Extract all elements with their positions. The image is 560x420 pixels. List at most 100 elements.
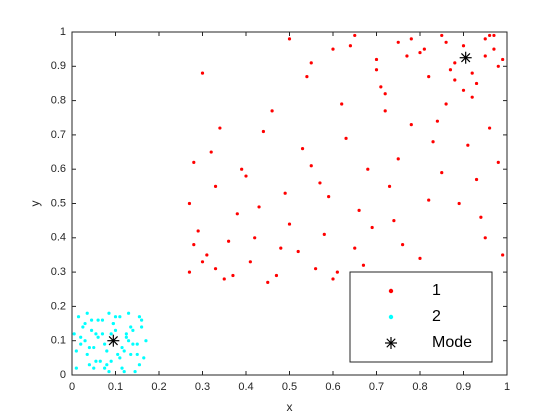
point xyxy=(318,181,322,185)
point xyxy=(396,157,400,161)
point xyxy=(383,109,387,113)
point xyxy=(348,44,352,48)
point xyxy=(81,325,85,329)
point xyxy=(374,68,379,72)
point xyxy=(140,318,144,322)
point xyxy=(353,33,357,38)
point xyxy=(140,325,144,329)
point xyxy=(496,160,500,164)
x-tick-label: 0.6 xyxy=(325,381,340,393)
point xyxy=(107,369,111,374)
point xyxy=(492,47,496,51)
y-tick-label: 0.6 xyxy=(51,163,66,175)
point xyxy=(96,318,100,322)
point xyxy=(461,88,466,92)
point xyxy=(105,363,109,367)
point xyxy=(87,363,91,367)
point xyxy=(137,363,142,367)
y-tick-label: 0.1 xyxy=(51,335,66,347)
point xyxy=(133,369,137,374)
point xyxy=(222,277,226,281)
point xyxy=(105,349,109,353)
point xyxy=(418,50,422,55)
point xyxy=(83,339,87,343)
x-tick-label: 1 xyxy=(504,381,510,393)
point xyxy=(488,126,492,130)
legend-marker xyxy=(385,337,397,349)
mode-point xyxy=(459,51,472,64)
point xyxy=(192,243,196,247)
point xyxy=(83,321,87,326)
point xyxy=(444,102,448,106)
axes-box xyxy=(71,31,508,376)
point xyxy=(496,64,500,68)
point xyxy=(309,61,313,65)
point xyxy=(124,332,128,336)
point xyxy=(387,184,392,188)
point xyxy=(240,167,244,171)
point xyxy=(213,267,218,271)
point xyxy=(126,311,131,315)
point xyxy=(209,150,213,154)
point xyxy=(116,352,120,357)
point xyxy=(103,342,107,346)
legend-label: Mode xyxy=(432,334,472,351)
point xyxy=(187,270,192,274)
point xyxy=(461,44,466,48)
x-axis-label: x xyxy=(287,400,293,414)
y-tick-label: 0.3 xyxy=(51,266,66,278)
x-tick-label: 0.8 xyxy=(412,381,427,393)
point xyxy=(274,273,279,278)
point xyxy=(418,256,422,260)
point xyxy=(227,239,231,243)
asterisk-stroke xyxy=(108,336,118,346)
point xyxy=(483,54,487,58)
point xyxy=(427,74,431,79)
point xyxy=(89,318,94,322)
point xyxy=(422,47,426,51)
point xyxy=(124,335,128,339)
point xyxy=(331,277,335,281)
point xyxy=(279,246,283,250)
y-tick-label: 0.9 xyxy=(51,60,66,72)
point xyxy=(74,366,78,370)
point xyxy=(142,356,146,360)
point xyxy=(453,61,457,65)
y-axis-label: y xyxy=(28,201,42,207)
x-tick-label: 0.9 xyxy=(456,381,471,393)
point xyxy=(300,147,305,151)
point xyxy=(440,171,444,175)
x-tick-label: 0.5 xyxy=(282,381,297,393)
asterisk-stroke xyxy=(461,53,471,63)
point xyxy=(213,184,218,188)
point xyxy=(331,47,335,51)
y-tick-label: 0.8 xyxy=(51,95,66,107)
point xyxy=(94,332,98,336)
x-tick-label: 0.7 xyxy=(369,381,384,393)
point xyxy=(466,143,470,147)
point xyxy=(126,339,131,343)
point xyxy=(270,109,274,113)
point xyxy=(501,253,505,257)
y-tick-label: 0 xyxy=(60,369,66,381)
point xyxy=(196,229,200,233)
point xyxy=(253,236,257,240)
point xyxy=(448,68,453,72)
point xyxy=(109,332,113,336)
point xyxy=(479,215,483,219)
point xyxy=(296,249,300,254)
point xyxy=(120,366,124,370)
point xyxy=(113,315,118,319)
point xyxy=(100,332,105,336)
point xyxy=(383,92,387,96)
y-tick-label: 0.2 xyxy=(51,300,66,312)
x-tick-label: 0.2 xyxy=(151,381,166,393)
point xyxy=(266,280,270,284)
asterisk-stroke xyxy=(386,338,396,348)
point xyxy=(187,201,192,206)
point xyxy=(457,201,461,206)
point xyxy=(340,102,344,106)
point xyxy=(353,246,357,250)
point xyxy=(405,54,409,58)
legend-label: 2 xyxy=(432,308,441,325)
